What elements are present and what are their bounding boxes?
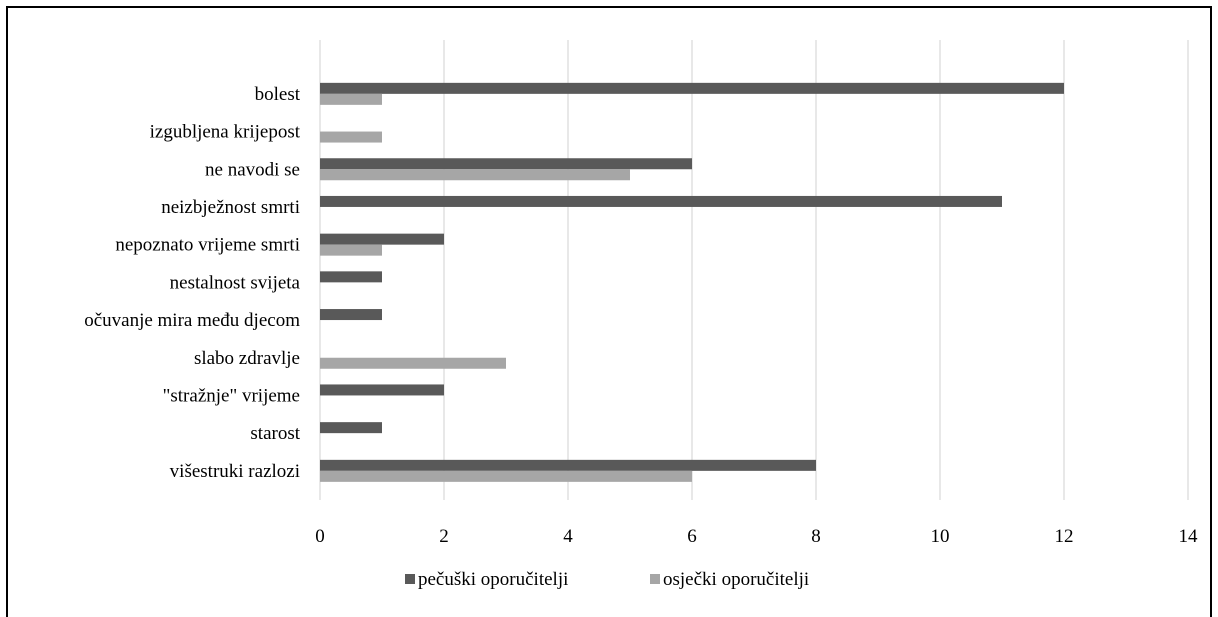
x-tick-label: 12: [1055, 526, 1074, 547]
x-tick-labels: 0 2 4 6 8 10 12 14: [315, 526, 1198, 547]
bar: [320, 384, 444, 396]
category-label: izgubljena krijepost: [150, 122, 301, 143]
legend-swatch: [405, 574, 415, 584]
category-label: slabo zdravlje: [194, 348, 300, 369]
legend-label: pečuški oporučitelji: [418, 569, 568, 590]
legend-label: osječki oporučitelji: [663, 569, 809, 590]
bar: [320, 309, 382, 321]
category-labels: bolest izgubljena krijepost ne navodi se ne…: [84, 84, 301, 482]
bar: [320, 82, 1064, 94]
chart-frame: [6, 6, 1212, 617]
category-label: "stražnje" vrijeme: [163, 385, 300, 406]
x-tick-label: 14: [1179, 526, 1199, 547]
bar: [320, 244, 382, 256]
bar: [320, 233, 444, 245]
category-label: očuvanje mira među djecom: [84, 310, 300, 331]
category-label: ne navodi se: [205, 159, 300, 180]
category-label: starost: [250, 423, 300, 444]
legend: pečuški oporučitelji osječki oporučitelji: [405, 569, 809, 590]
bar: [320, 271, 382, 283]
bars: [320, 82, 1064, 482]
bar: [320, 422, 382, 434]
bar: [320, 195, 1002, 207]
x-tick-label: 0: [315, 526, 325, 547]
legend-swatch: [650, 574, 660, 584]
bar: [320, 470, 692, 482]
bar: [320, 169, 630, 181]
x-tick-label: 4: [563, 526, 573, 547]
bar: [320, 357, 506, 369]
category-label: neizbježnost smrti: [161, 197, 300, 218]
category-label: nepoznato vrijeme smrti: [115, 235, 300, 256]
category-label: nestalnost svijeta: [170, 272, 301, 293]
bar: [320, 131, 382, 143]
x-tick-label: 10: [931, 526, 950, 547]
gridlines: [319, 40, 1189, 500]
x-tick-label: 6: [687, 526, 697, 547]
category-label: višestruki razlozi: [170, 461, 300, 482]
category-label: bolest: [255, 84, 301, 105]
bar: [320, 459, 816, 471]
x-tick-label: 8: [811, 526, 821, 547]
bar: [320, 93, 382, 105]
bar: [320, 158, 692, 170]
x-tick-label: 2: [439, 526, 449, 547]
